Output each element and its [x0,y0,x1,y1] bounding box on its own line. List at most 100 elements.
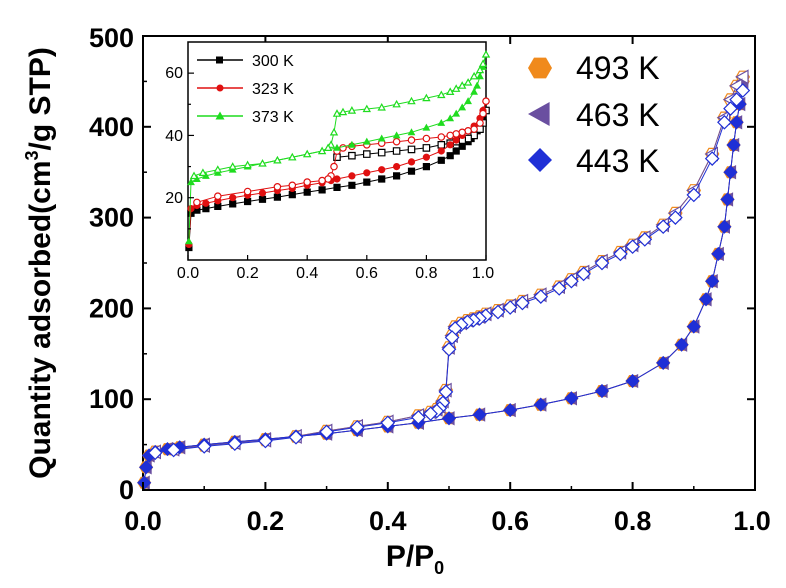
data-point-443k-adsorption [698,292,714,307]
main-y-tick-labels: 0 100 200 300 400 500 [89,23,134,505]
data-point-443k-desorption [490,304,506,320]
data-point-323k-desorption [324,175,332,183]
legend-label: 463 K [576,97,660,133]
data-point-373k-adsorption [362,137,371,145]
data-point-323k-adsorption [446,141,454,149]
data-point-373k-desorption [457,81,467,89]
data-point-443k-desorption [227,436,243,452]
x-axis-label-subscript: 0 [434,558,444,578]
data-point-373k-adsorption [470,87,478,95]
data-point-443k-desorption [288,429,304,445]
data-point-443k-desorption [515,295,530,311]
data-point-443k-adsorption [720,192,735,207]
legend-entry-443k: 443 K [528,143,660,179]
legend-marker-hexagon [528,57,552,79]
data-point-373k-adsorption [464,97,472,105]
data-point-443k-desorption [668,210,683,225]
data-point-443k-desorption [380,415,396,431]
data-point-300k-desorption [348,151,356,160]
data-point-300k-adsorption [446,152,454,160]
data-point-300k-adsorption [333,183,341,192]
data-point-323k-desorption [446,131,455,140]
data-point-300k-adsorption [452,147,460,155]
data-point-373k-desorption [437,90,446,99]
data-point-300k-adsorption [243,197,252,206]
data-point-443k-adsorption [717,219,732,234]
series-373k [185,50,491,245]
data-point-300k-adsorption [437,156,445,164]
y-tick-label: 400 [89,112,134,142]
data-point-443k-desorption [594,255,610,271]
data-point-323k-adsorption [422,153,430,161]
data-point-373k-adsorption [407,128,416,136]
data-point-373k-adsorption [187,178,195,186]
inset-x-tick-label: 0.6 [356,265,378,282]
data-point-373k-adsorption [458,103,467,111]
data-point-443k-adsorption [729,115,744,130]
data-point-323k-desorption [452,130,461,138]
data-point-300k-desorption [407,145,416,154]
inset-x-tick-label: 0.8 [415,265,437,282]
inset-x-tick-label: 0.2 [236,265,258,282]
y-tick-label: 0 [119,475,134,505]
data-point-443k-adsorption [723,165,738,180]
data-point-443k-desorption [735,83,751,98]
data-point-373k-desorption [451,84,461,92]
legend-entry-493k: 493 K [528,50,660,86]
data-point-300k-adsorption [392,172,401,180]
data-point-300k-desorption [333,153,341,161]
data-point-373k-adsorption [446,114,455,122]
data-point-323k-desorption [470,125,478,134]
data-point-373k-desorption [317,146,327,155]
y-tick-label: 200 [89,293,134,323]
data-point-373k-desorption [445,87,455,96]
data-point-443k-desorption [444,330,460,345]
legend-marker-triangle-left [528,102,550,126]
data-point-323k-desorption [214,192,222,201]
data-point-443k-adsorption [533,397,548,412]
data-point-323k-desorption [407,136,416,144]
data-point-300k-adsorption [258,195,267,203]
data-point-323k-adsorption [348,172,356,180]
data-point-443k-adsorption [686,319,701,334]
data-point-323k-desorption [476,119,484,127]
data-point-373k-adsorption [392,131,401,139]
data-point-443k-adsorption [726,137,741,153]
x-tick-label: 0.6 [491,506,529,536]
data-point-300k-desorption [392,147,401,155]
data-point-323k-desorption [288,181,297,190]
data-point-443k-adsorption [705,274,720,289]
data-point-300k-desorption [422,144,431,152]
data-point-443k-desorption [438,384,454,400]
data-point-443k-desorption [502,300,518,315]
data-point-300k-desorption [363,150,371,158]
data-point-300k-adsorption [378,175,386,183]
data-point-443k-adsorption [674,337,689,352]
y-axis-label-superscript: 3 [22,150,42,160]
data-point-443k-desorption [723,101,738,116]
data-point-373k-adsorption [437,118,446,126]
inset-legend-label: 373 K [252,109,294,126]
data-point-373k-adsorption [377,134,386,142]
data-point-323k-adsorption [452,136,460,144]
data-point-443k-desorption [717,114,732,130]
y-axis-label-main: Quantity adsorbed(cm [24,160,57,478]
data-point-373k-desorption [323,143,333,151]
data-point-373k-desorption [407,96,416,105]
inset-legend-entry-373k: 373 K [197,109,294,126]
data-point-373k-desorption [392,99,401,108]
data-point-443k-desorption [196,439,212,454]
data-point-323k-desorption [422,134,431,143]
inset-legend-label: 300 K [252,53,294,70]
data-point-300k-adsorption [318,186,326,194]
data-point-300k-adsorption [422,162,431,171]
data-point-300k-adsorption [229,200,237,208]
main-tick-marks [142,35,756,491]
data-point-323k-desorption [193,198,201,207]
inset-legend: 300 K 323 K 373 K [197,53,294,126]
inset-y-tick-label: 20 [165,190,183,207]
data-point-323k-adsorption [258,189,267,197]
inset-legend-marker-square [216,56,223,64]
inset-x-tick-label: 0.0 [177,265,199,282]
data-point-373k-desorption [338,107,348,116]
